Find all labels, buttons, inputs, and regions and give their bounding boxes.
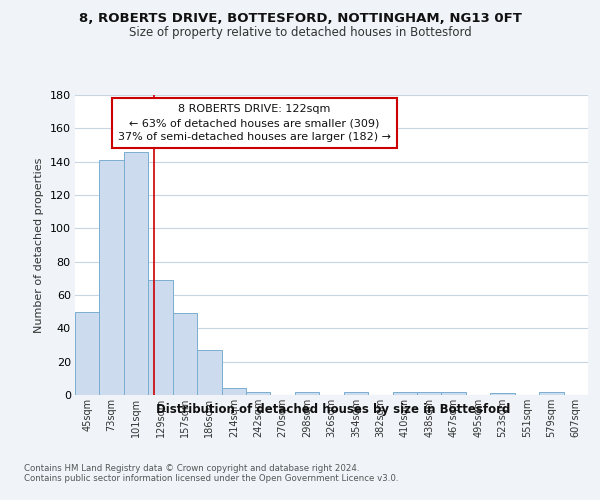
Text: 8 ROBERTS DRIVE: 122sqm
← 63% of detached houses are smaller (309)
37% of semi-d: 8 ROBERTS DRIVE: 122sqm ← 63% of detache… (118, 104, 391, 142)
Bar (221, 388, 246, 395)
Text: 8, ROBERTS DRIVE, BOTTESFORD, NOTTINGHAM, NG13 0FT: 8, ROBERTS DRIVE, BOTTESFORD, NOTTINGHAM… (79, 12, 521, 26)
Text: Size of property relative to detached houses in Bottesford: Size of property relative to detached ho… (128, 26, 472, 39)
Bar (295, 392, 319, 395)
Bar (392, 392, 417, 395)
Bar (197, 350, 221, 395)
Bar (539, 392, 563, 395)
Text: Distribution of detached houses by size in Bottesford: Distribution of detached houses by size … (156, 402, 510, 415)
Bar (417, 392, 442, 395)
Y-axis label: Number of detached properties: Number of detached properties (34, 158, 44, 332)
Bar (490, 394, 515, 395)
Bar (344, 392, 368, 395)
Bar (124, 152, 148, 395)
Text: Contains HM Land Registry data © Crown copyright and database right 2024.: Contains HM Land Registry data © Crown c… (24, 464, 359, 473)
Bar (173, 314, 197, 395)
Bar (75, 312, 100, 395)
Bar (442, 392, 466, 395)
Bar (148, 280, 173, 395)
Bar (246, 392, 271, 395)
Bar (100, 160, 124, 395)
Text: Contains public sector information licensed under the Open Government Licence v3: Contains public sector information licen… (24, 474, 398, 483)
